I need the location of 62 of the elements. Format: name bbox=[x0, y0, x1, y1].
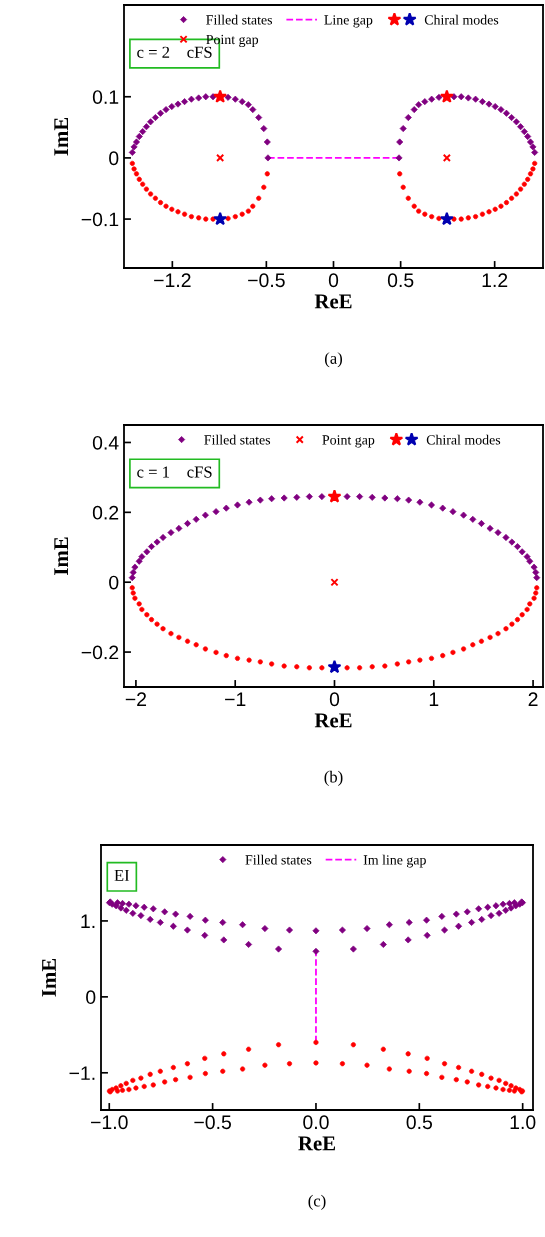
legend-label: Chiral modes bbox=[424, 14, 499, 25]
point bbox=[439, 89, 454, 103]
legend-label: Filled states bbox=[204, 434, 271, 445]
point bbox=[508, 114, 516, 122]
y-tick-label: 1. bbox=[81, 914, 95, 928]
y-tick-label: −1. bbox=[69, 1066, 95, 1080]
y-tick-label: 0 bbox=[86, 990, 96, 1005]
y-tick-label: 0.2 bbox=[92, 505, 119, 520]
y-tick-label: 0.4 bbox=[92, 435, 119, 450]
point bbox=[213, 211, 228, 226]
point bbox=[327, 489, 342, 503]
point bbox=[330, 578, 339, 587]
point bbox=[485, 100, 493, 108]
point bbox=[213, 89, 228, 103]
x-tick-label: 0 bbox=[328, 273, 339, 288]
x-tick-label: 0.5 bbox=[406, 1115, 433, 1130]
x-axis-title: ReE bbox=[314, 294, 352, 309]
x-tick-label: 1.0 bbox=[510, 1115, 536, 1130]
legend-label: Filled states bbox=[206, 14, 273, 25]
point bbox=[153, 538, 161, 546]
annotation: c = 2 cFS bbox=[137, 46, 212, 58]
x-tick-label: 2 bbox=[528, 692, 538, 706]
y-tick-label: 0.1 bbox=[92, 90, 119, 104]
x-tick-label: −0.5 bbox=[194, 1115, 231, 1130]
y-tick-label: −0.1 bbox=[81, 212, 119, 227]
x-tick-label: 1.2 bbox=[482, 273, 508, 287]
x-axis-title: ReE bbox=[314, 713, 352, 728]
text: (b) bbox=[324, 770, 343, 786]
point bbox=[174, 100, 182, 108]
point bbox=[148, 543, 155, 551]
y-axis-title: ImE bbox=[42, 958, 56, 997]
x-axis-title: ReE bbox=[298, 1136, 336, 1151]
point bbox=[508, 538, 516, 546]
x-tick-label: 0 bbox=[329, 692, 340, 707]
x-tick-label: −0.5 bbox=[248, 273, 285, 288]
text: (a) bbox=[324, 352, 343, 368]
point bbox=[216, 153, 225, 162]
y-tick-label: 0 bbox=[109, 151, 119, 166]
annotation: EI bbox=[114, 869, 130, 881]
y-axis-title: ImE bbox=[54, 537, 68, 575]
legend-label: Filled states bbox=[245, 854, 312, 865]
x-tick-label: 1 bbox=[429, 692, 439, 706]
legend-label: Chiral modes bbox=[426, 434, 501, 445]
y-axis-title: ImE bbox=[54, 117, 68, 156]
legend-label: Point gap bbox=[322, 435, 375, 448]
y-tick-label: 0 bbox=[109, 575, 119, 590]
text: (c) bbox=[308, 1194, 326, 1210]
point bbox=[477, 520, 485, 528]
x-tick-label: −1.0 bbox=[91, 1115, 128, 1130]
annotation: c = 1 cFS bbox=[137, 466, 212, 478]
y-tick-label: −0.2 bbox=[81, 645, 119, 660]
legend-label: Line gap bbox=[324, 15, 373, 28]
x-tick-label: 0.0 bbox=[303, 1115, 329, 1130]
x-tick-label: −1 bbox=[225, 692, 246, 706]
x-tick-label: 0.5 bbox=[387, 273, 414, 288]
x-tick-label: −1.2 bbox=[154, 273, 191, 287]
point bbox=[439, 211, 454, 226]
point bbox=[442, 153, 451, 162]
point bbox=[184, 520, 192, 528]
x-tick-label: −2 bbox=[125, 692, 147, 706]
point bbox=[327, 659, 342, 674]
legend-label: Im line gap bbox=[363, 854, 426, 868]
